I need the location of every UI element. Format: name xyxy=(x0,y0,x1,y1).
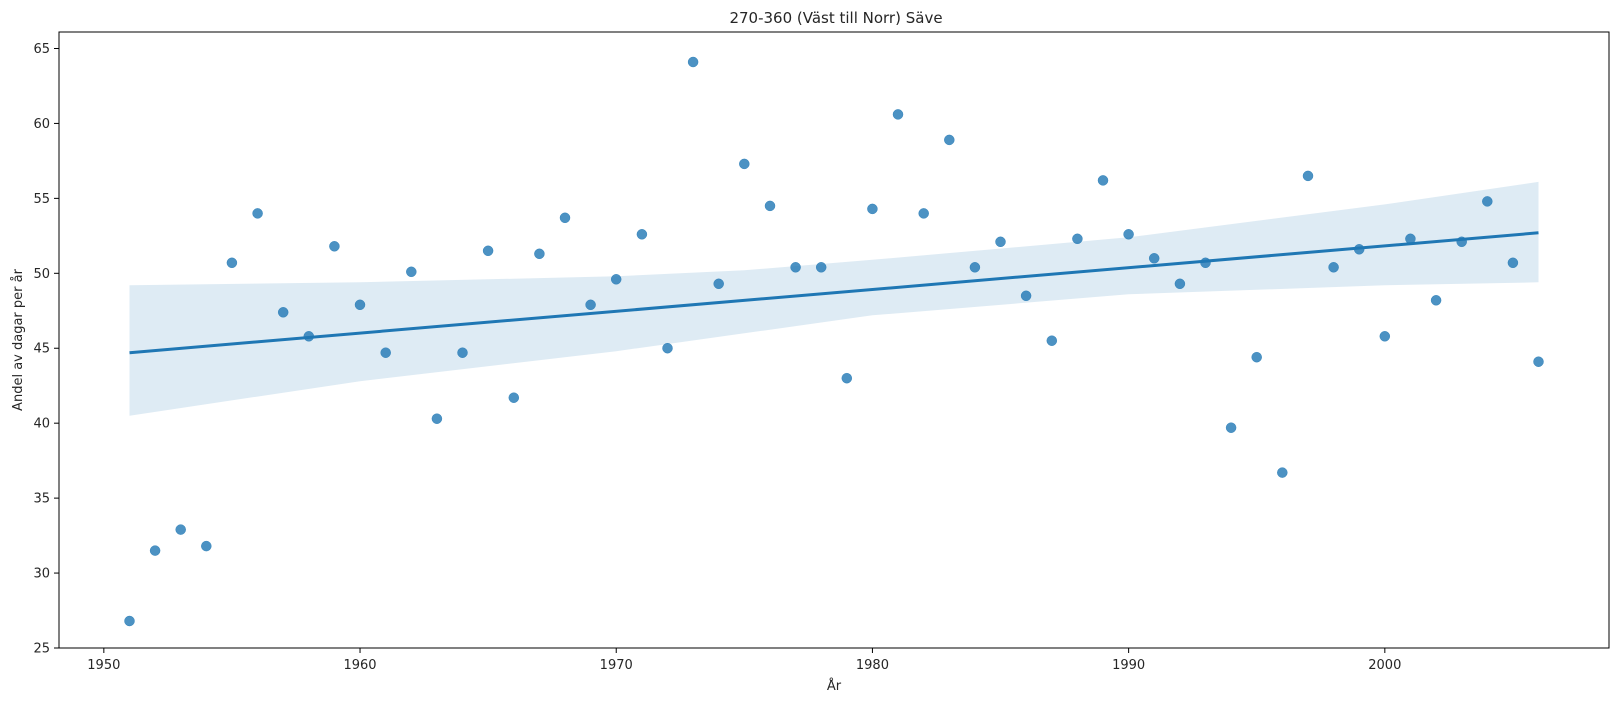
x-tick-label: 1950 xyxy=(87,658,120,673)
y-tick-label: 30 xyxy=(33,567,50,582)
data-point xyxy=(1174,278,1186,290)
confidence-band xyxy=(129,181,1539,416)
data-point xyxy=(687,56,699,68)
data-point xyxy=(892,109,904,120)
regression-line xyxy=(129,231,1539,355)
data-point xyxy=(1123,229,1134,240)
y-tick-label: 35 xyxy=(33,492,50,507)
data-point xyxy=(1328,262,1339,273)
y-tick-label: 25 xyxy=(33,642,50,657)
data-point xyxy=(457,347,468,358)
data-point xyxy=(149,545,161,556)
data-point xyxy=(610,274,622,285)
x-axis: 1950 1960 1970 1980 1990 2000 xyxy=(87,648,1401,673)
data-point xyxy=(1507,257,1519,269)
data-point xyxy=(1097,175,1109,186)
data-point xyxy=(1482,196,1493,207)
data-point xyxy=(1430,295,1442,306)
data-point xyxy=(124,615,135,627)
data-point xyxy=(175,524,186,535)
data-point xyxy=(277,307,289,318)
data-point xyxy=(329,241,340,252)
data-point xyxy=(944,134,955,146)
x-axis-label: År xyxy=(827,678,842,694)
data-point xyxy=(841,372,853,384)
data-point xyxy=(252,208,263,219)
x-tick-label: 1990 xyxy=(1112,658,1145,673)
data-point xyxy=(534,248,545,260)
x-tick-label: 1960 xyxy=(343,658,376,673)
data-point xyxy=(1072,233,1083,245)
data-point xyxy=(201,540,212,552)
chart-title: 270-360 (Väst till Norr) Säve xyxy=(729,9,942,27)
data-point xyxy=(1277,467,1288,478)
x-tick-label: 1970 xyxy=(600,658,633,673)
data-point xyxy=(713,278,724,290)
plot-area xyxy=(124,56,1544,627)
data-point xyxy=(995,236,1006,248)
data-point xyxy=(508,392,520,403)
data-point xyxy=(482,245,494,257)
data-point xyxy=(764,200,776,212)
y-tick-label: 65 xyxy=(33,42,50,57)
y-tick-label: 40 xyxy=(33,417,50,432)
data-point xyxy=(585,299,596,311)
data-point xyxy=(1379,331,1391,342)
y-axis: 25 30 35 40 45 50 55 60 65 xyxy=(33,42,59,657)
y-tick-label: 55 xyxy=(33,192,50,207)
data-point xyxy=(969,262,981,273)
data-point xyxy=(354,299,366,311)
data-point xyxy=(1020,290,1032,302)
data-point xyxy=(1533,356,1544,367)
data-point xyxy=(559,212,571,224)
data-point xyxy=(636,229,648,240)
y-tick-label: 50 xyxy=(33,267,50,282)
y-tick-label: 45 xyxy=(33,342,50,357)
x-tick-label: 1980 xyxy=(856,658,889,673)
plot-frame xyxy=(58,31,1610,649)
data-point xyxy=(1225,422,1237,433)
data-point xyxy=(739,158,750,170)
data-point xyxy=(1148,253,1160,264)
data-point xyxy=(867,203,878,215)
y-axis-label: Andel av dagar per år xyxy=(11,268,26,411)
data-point xyxy=(406,266,417,278)
data-point xyxy=(380,347,391,358)
data-point xyxy=(918,208,929,219)
data-point xyxy=(790,262,801,273)
data-point xyxy=(226,257,238,269)
x-tick-label: 2000 xyxy=(1368,658,1401,673)
data-point xyxy=(815,262,827,273)
data-point xyxy=(1046,335,1058,346)
data-point xyxy=(662,342,673,354)
data-point xyxy=(1251,351,1262,363)
data-point xyxy=(1302,170,1314,182)
data-point xyxy=(431,413,443,424)
y-tick-label: 60 xyxy=(33,117,50,132)
